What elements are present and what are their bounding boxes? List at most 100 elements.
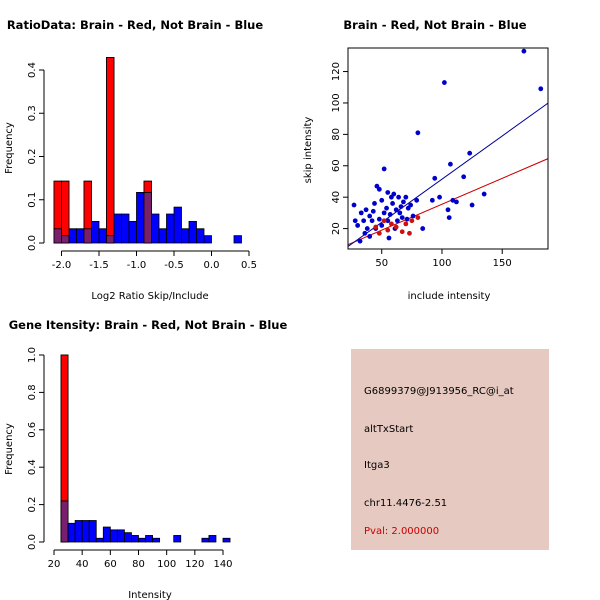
scatter-point-not-brain <box>467 150 473 156</box>
ratio-x-tick-label: 0.0 <box>204 260 220 271</box>
intensity-not-brain-bar <box>138 537 146 543</box>
scatter-point-not-brain <box>394 218 400 224</box>
ratio-brain-bar-top <box>143 180 152 193</box>
intensity-brain-bar-top <box>60 354 69 502</box>
scatter-fit-line-brain <box>348 158 548 246</box>
intensity-y-tick-label: 0.0 <box>27 534 38 550</box>
scatter-point-not-brain <box>429 197 435 203</box>
scatter-point-not-brain <box>376 186 382 192</box>
scatter-point-not-brain <box>401 199 406 205</box>
ratio-y-tick-label: 0.4 <box>27 62 38 78</box>
scatter-point-not-brain <box>398 204 404 210</box>
scatter-title: Brain - Red, Not Brain - Blue <box>343 18 526 32</box>
ratio-not-brain-bar <box>151 213 160 244</box>
scatter-point-not-brain <box>403 194 409 200</box>
intensity-not-brain-bar <box>116 529 125 543</box>
scatter-y-tick-label: 120 <box>331 62 342 81</box>
scatter-point-not-brain <box>387 212 393 217</box>
scatter-point-brain <box>403 221 409 227</box>
scatter-point-not-brain <box>404 216 410 222</box>
ratio-histogram-title: RatioData: Brain - Red, Not Brain - Blue <box>7 18 264 32</box>
ratio-not-brain-bar <box>98 228 107 244</box>
intensity-not-brain-bar <box>152 537 161 543</box>
ratio-y-tick-label: 0.1 <box>27 192 38 208</box>
scatter-point-not-brain <box>390 201 395 206</box>
intensity-not-brain-bar <box>222 537 231 543</box>
scatter-point-not-brain <box>381 210 387 216</box>
scatter-point-not-brain <box>450 197 456 203</box>
scatter-point-not-brain <box>370 208 376 214</box>
intensity-not-brain-bar <box>109 529 118 543</box>
scatter-point-not-brain <box>379 197 385 203</box>
ratio-not-brain-bar <box>188 220 197 244</box>
ratio-brain-bar-top <box>61 180 70 237</box>
intensity-y-tick-label: 1.0 <box>27 347 38 363</box>
scatter-point-not-brain <box>351 202 357 208</box>
scatter-point-not-brain <box>381 166 387 172</box>
intensity-not-brain-bar <box>81 520 90 543</box>
scatter-point-not-brain <box>408 202 414 208</box>
ratio-x-tick-label: -2.0 <box>52 260 72 271</box>
scatter-point-not-brain <box>454 199 459 205</box>
ratio-x-tick-label: -0.5 <box>164 260 184 271</box>
scatter-point-not-brain <box>379 223 385 228</box>
scatter-point-not-brain <box>469 202 475 208</box>
scatter-point-not-brain <box>437 194 442 200</box>
intensity-x-tick-label: 20 <box>48 559 61 570</box>
gene-name: Itga3 <box>364 460 390 471</box>
scatter-point-not-brain <box>446 215 452 220</box>
scatter-point-not-brain <box>367 234 373 239</box>
scatter-point-not-brain <box>415 130 421 136</box>
scatter-point-not-brain <box>393 207 399 213</box>
scatter-point-brain <box>415 215 421 220</box>
scatter-point-not-brain <box>385 218 391 224</box>
scatter-point-not-brain <box>386 235 392 241</box>
intensity-histogram-panel: Gene Itensity: Brain - Red, Not Brain - … <box>4 318 287 600</box>
ratio-histogram-panel: RatioData: Brain - Red, Not Brain - Blue… <box>4 18 263 302</box>
intensity-not-brain-bar <box>102 526 111 543</box>
ratio-not-brain-bar <box>166 213 175 244</box>
ratio-overlap-bar <box>143 191 152 244</box>
intensity-y-tick-label: 0.6 <box>27 422 38 438</box>
ratio-overlap-bar <box>53 228 62 244</box>
intensity-not-brain-bar <box>173 535 182 543</box>
ratio-not-brain-bar <box>158 228 167 244</box>
intensity-not-brain-bar <box>145 535 153 543</box>
ratio-overlap-bar <box>83 228 92 244</box>
scatter-fit-line-not-brain <box>348 102 548 247</box>
ratio-overlap-bar <box>106 235 115 244</box>
ratio-y-tick-label: 0.3 <box>27 105 38 121</box>
intensity-not-brain-bar <box>88 520 97 543</box>
scatter-point-brain <box>407 230 412 236</box>
ratio-not-brain-bar <box>173 206 182 244</box>
ratio-not-brain-bar <box>203 235 212 244</box>
scatter-point-not-brain <box>361 218 367 224</box>
scatter-point-brain <box>385 227 391 233</box>
ratio-brain-bar-top <box>83 180 92 230</box>
event-type: altTxStart <box>364 424 414 435</box>
ratio-x-tick-label: -1.0 <box>127 260 147 271</box>
scatter-point-not-brain <box>432 175 438 181</box>
scatter-point-not-brain <box>358 210 364 216</box>
scatter-y-tick-label: 60 <box>331 159 342 172</box>
p-value: Pval: 2.000000 <box>364 526 440 537</box>
ratio-not-brain-bar <box>76 228 85 244</box>
ratio-not-brain-bar <box>136 191 145 244</box>
scatter-plot-frame <box>347 47 549 250</box>
scatter-point-not-brain <box>420 226 426 231</box>
scatter-point-not-brain <box>376 216 382 222</box>
scatter-point-not-brain <box>355 223 361 228</box>
scatter-point-brain <box>381 218 387 224</box>
intensity-not-brain-bar <box>95 537 104 543</box>
scatter-point-not-brain <box>441 80 447 85</box>
scatter-y-tick-label: 100 <box>331 93 342 112</box>
scatter-point-not-brain <box>391 191 397 197</box>
ratio-histogram-xlabel: Log2 Ratio Skip/Include <box>91 291 208 302</box>
scatter-point-not-brain <box>538 86 544 92</box>
scatter-point-not-brain <box>445 207 451 213</box>
scatter-point-brain <box>376 230 382 236</box>
scatter-point-brain <box>409 218 415 224</box>
intensity-overlap-bar <box>60 500 69 543</box>
scatter-point-brain <box>388 221 394 227</box>
